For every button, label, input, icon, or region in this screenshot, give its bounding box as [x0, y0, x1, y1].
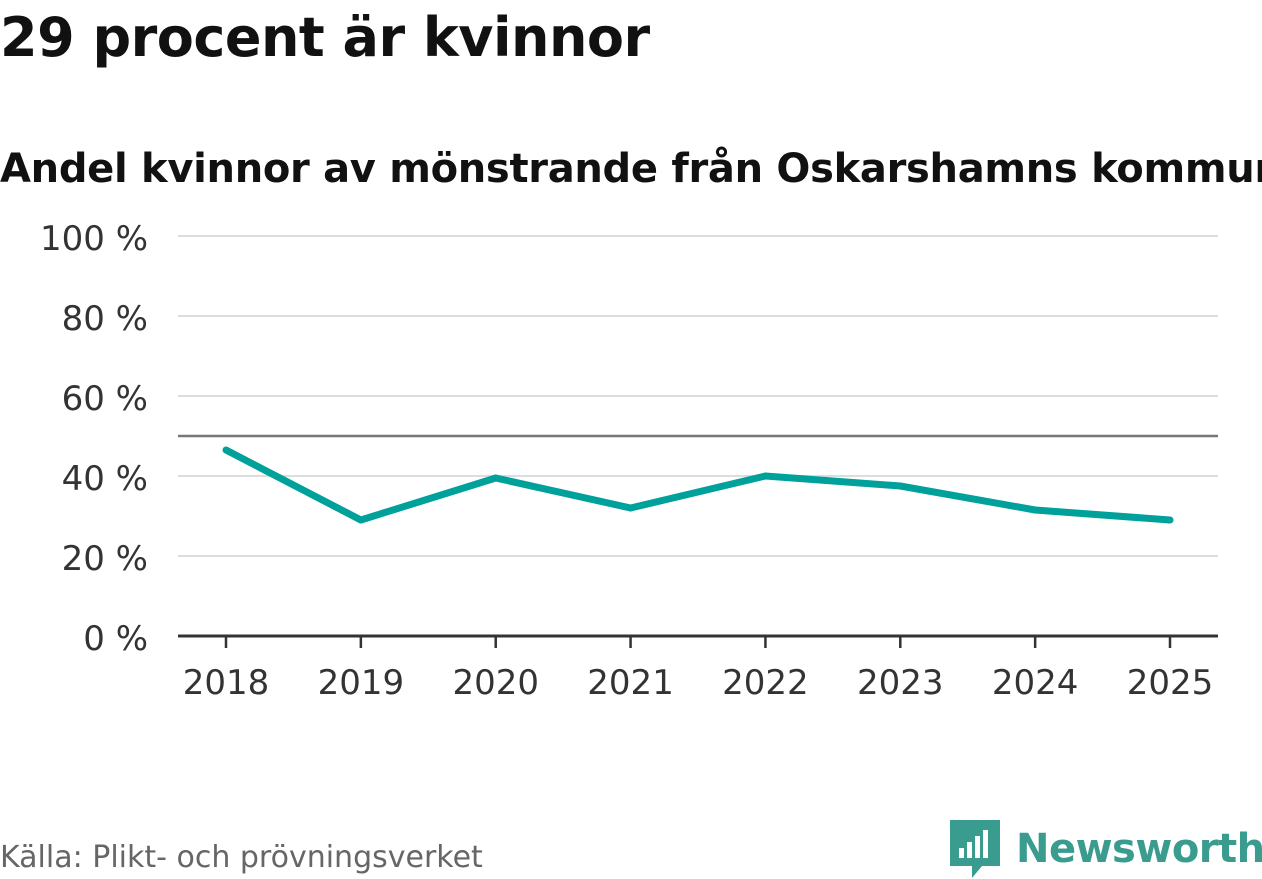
y-tick-label: 0 %	[83, 619, 148, 659]
data-point	[1166, 516, 1174, 524]
x-tick-label: 2023	[857, 663, 944, 703]
x-tick-label: 2024	[992, 663, 1079, 703]
data-point	[896, 482, 904, 490]
data-point	[627, 504, 635, 512]
x-tick-label: 2021	[587, 663, 674, 703]
data-point	[222, 446, 230, 454]
source-note: Källa: Plikt- och prövningsverket	[0, 840, 483, 875]
brand-name: Newsworthy	[1016, 826, 1262, 872]
gridlines	[178, 235, 1218, 557]
data-point	[1031, 506, 1039, 514]
line-chart: 0 % 20 % 40 % 60 % 80 % 100 % 2018 2019 2020 202…	[40, 219, 1218, 703]
x-tick-label: 2022	[722, 663, 809, 703]
data-point	[761, 472, 769, 480]
x-axis: 2018 2019 2020 2021 2022 2023 2024 2025	[178, 634, 1218, 703]
x-tick-label: 2020	[452, 663, 539, 703]
series-line	[224, 446, 1171, 524]
y-tick-label: 100 %	[40, 219, 148, 259]
y-tick-label: 20 %	[62, 539, 148, 579]
data-point	[357, 516, 365, 524]
x-tick-label: 2019	[318, 663, 405, 703]
y-tick-label: 60 %	[62, 379, 148, 419]
newsworthy-logo-icon	[950, 820, 1000, 878]
y-axis-ticks: 0 % 20 % 40 % 60 % 80 % 100 %	[40, 219, 148, 659]
x-tick-label: 2025	[1127, 663, 1214, 703]
series-group	[222, 446, 1174, 524]
newsworthy-logo[interactable]: Newsworthy	[950, 820, 1262, 878]
chart-subtitle: Andel kvinnor av mönstrande från Oskarsh…	[0, 146, 1262, 192]
y-tick-label: 80 %	[62, 299, 148, 339]
y-tick-label: 40 %	[62, 459, 148, 499]
data-point	[492, 474, 500, 482]
x-tick-label: 2018	[183, 663, 270, 703]
chart-title: 29 procent är kvinnor	[0, 6, 650, 69]
